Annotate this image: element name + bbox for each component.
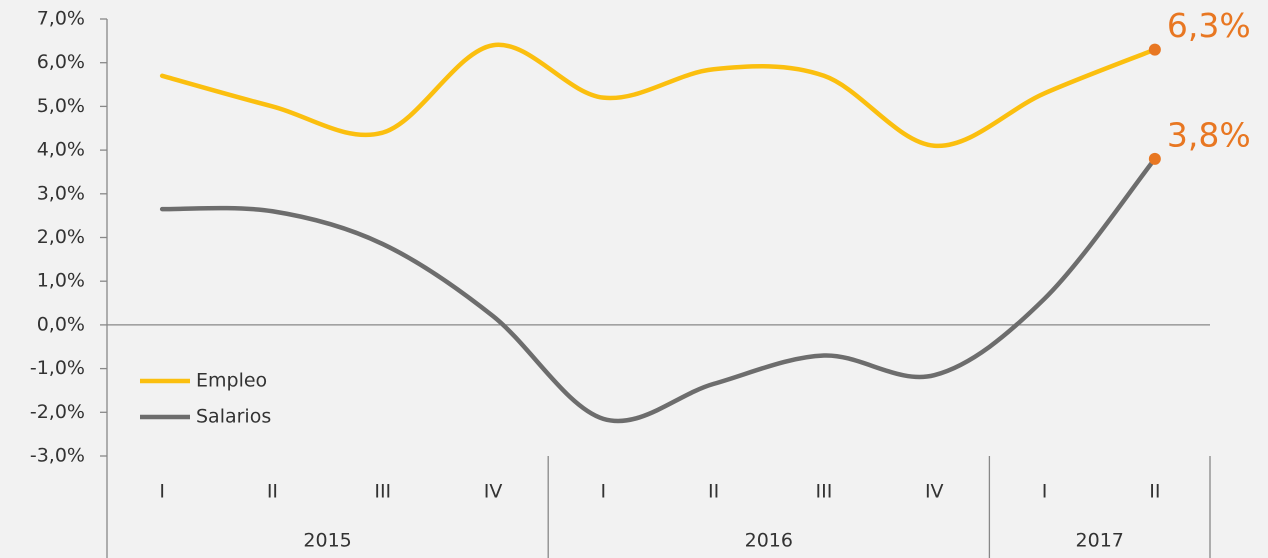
data-label: 3,8% [1167, 115, 1251, 154]
y-tick-label: -3,0% [30, 445, 85, 467]
x-group-label: 2017 [1076, 530, 1124, 552]
y-tick-label: 2,0% [37, 226, 85, 248]
x-tick-label: IV [484, 481, 503, 503]
x-tick-label: I [601, 481, 607, 503]
x-tick-label: III [374, 481, 391, 503]
point-marker [1148, 43, 1161, 56]
x-tick-label: III [816, 481, 833, 503]
data-label: 6,3% [1167, 6, 1251, 45]
x-group-label: 2016 [745, 530, 793, 552]
y-tick-label: 0,0% [37, 313, 85, 335]
line [159, 42, 1158, 148]
y-tick-label: 7,0% [37, 8, 85, 30]
x-group-label: 2015 [303, 530, 351, 552]
y-tick-label: 5,0% [37, 95, 85, 117]
y-tick-label: 6,0% [37, 51, 85, 73]
point-marker [1148, 152, 1161, 165]
y-tick-label: -2,0% [30, 401, 85, 423]
x-tick-label: I [1042, 481, 1048, 503]
line [159, 156, 1158, 424]
y-tick-label: 4,0% [37, 139, 85, 161]
x-tick-label: IV [925, 481, 944, 503]
legend-label: Salarios [196, 406, 271, 428]
x-tick-label: II [1149, 481, 1160, 503]
x-tick-label: II [708, 481, 719, 503]
legend-label: Empleo [196, 370, 267, 392]
x-tick-label: II [267, 481, 278, 503]
x-tick-label: I [159, 481, 165, 503]
y-tick-label: 3,0% [37, 182, 85, 204]
y-tick-label: -1,0% [30, 357, 85, 379]
y-tick-label: 1,0% [37, 270, 85, 292]
